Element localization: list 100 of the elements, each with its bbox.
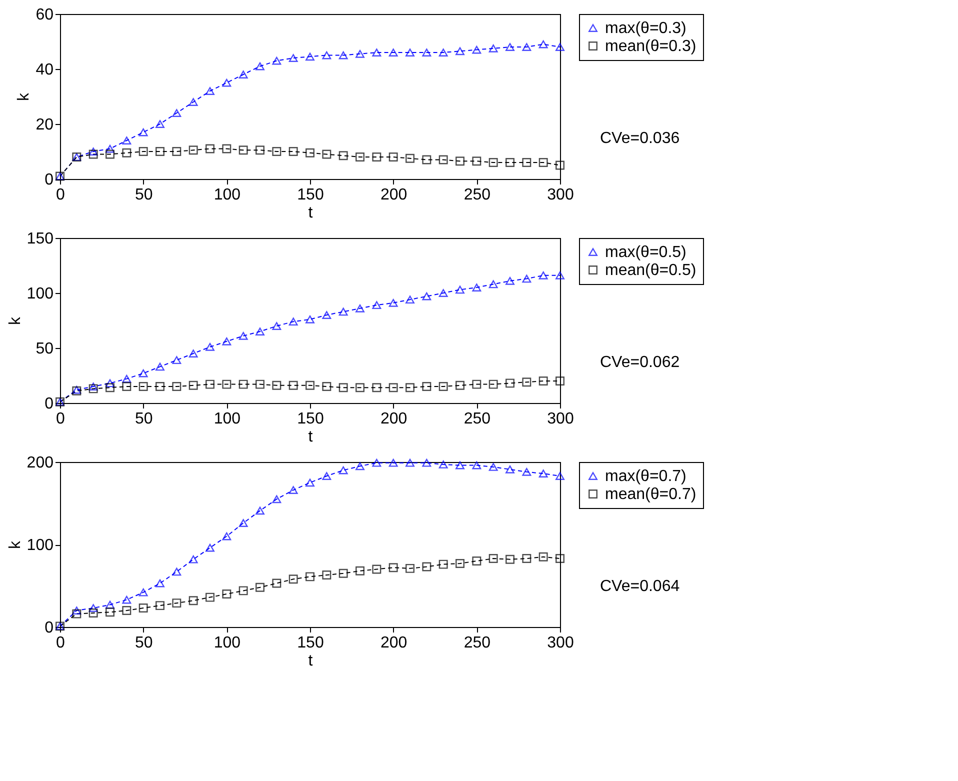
point [472, 461, 482, 470]
point [322, 570, 332, 580]
point [206, 592, 214, 602]
point [522, 554, 532, 563]
point [256, 506, 264, 515]
point [372, 301, 382, 310]
point [238, 332, 248, 340]
point [472, 380, 482, 389]
point [356, 462, 364, 470]
point [406, 564, 414, 573]
point [372, 48, 382, 56]
point [206, 144, 214, 154]
point [438, 48, 448, 56]
x-tick-label: 50 [134, 410, 153, 428]
point [256, 582, 264, 592]
point [222, 590, 232, 598]
point [222, 337, 232, 346]
point [306, 478, 314, 487]
text: CVe=0.062 [600, 354, 680, 371]
point [256, 380, 264, 389]
point [438, 460, 448, 468]
y-tick-label: 100 [26, 286, 54, 302]
point [272, 380, 282, 390]
point [88, 148, 98, 156]
point [456, 47, 464, 56]
point [206, 380, 214, 389]
x-tick-label: 300 [547, 410, 574, 428]
point [306, 380, 314, 390]
point [256, 146, 264, 155]
x-tick-label: 50 [134, 186, 153, 204]
x-tick-label: 200 [380, 410, 408, 428]
point [288, 486, 298, 494]
point [356, 152, 364, 162]
point [406, 48, 414, 56]
point [122, 382, 132, 391]
point [506, 158, 514, 167]
x-tick-label: 250 [464, 410, 491, 428]
point [472, 556, 482, 566]
point [488, 554, 498, 563]
point [556, 554, 564, 563]
x-axis-title: t [308, 652, 314, 670]
point [106, 608, 114, 617]
point [256, 62, 264, 70]
x-tick-label: 0 [56, 634, 66, 652]
point [388, 48, 398, 56]
x-axis-title: t [308, 428, 314, 446]
point [272, 495, 282, 504]
point [538, 158, 548, 167]
point [338, 383, 348, 392]
x-axis-title: t [308, 204, 314, 222]
point [472, 46, 482, 54]
point [422, 155, 432, 164]
point [172, 382, 182, 391]
point [88, 604, 98, 612]
point [356, 383, 364, 392]
point [138, 147, 148, 156]
point [272, 56, 282, 65]
point [188, 555, 198, 564]
x-tick-label: 0 [56, 186, 66, 204]
point [238, 519, 248, 528]
y-axis-title: k [6, 316, 24, 325]
point [72, 609, 82, 618]
point [406, 296, 414, 304]
point [506, 276, 514, 285]
point [506, 554, 514, 564]
point [338, 151, 348, 160]
point [88, 382, 98, 390]
point [156, 382, 164, 391]
point [222, 78, 232, 87]
point [88, 384, 98, 394]
point [138, 588, 148, 596]
y-tick-label: 150 [26, 230, 54, 248]
y-tick-label: 50 [36, 340, 54, 358]
point [206, 544, 214, 552]
point [556, 160, 564, 170]
point [488, 280, 498, 288]
point [322, 51, 332, 60]
point [156, 120, 164, 128]
x-tick-label: 150 [297, 410, 324, 428]
x-tick-label: 100 [214, 634, 241, 652]
point [272, 578, 282, 588]
y-tick-label: 100 [26, 537, 54, 554]
point [506, 43, 514, 51]
point [372, 383, 382, 392]
x-tick-label: 0 [56, 410, 66, 428]
point [422, 458, 432, 467]
point [372, 564, 382, 574]
point [222, 380, 232, 389]
point [488, 462, 498, 471]
point [122, 148, 132, 158]
point [222, 532, 232, 540]
x-tick-label: 150 [297, 634, 324, 652]
text: CVe=0.036 [600, 130, 680, 147]
x-tick-label: 300 [547, 186, 574, 204]
point [372, 458, 382, 467]
point [256, 328, 264, 336]
point [438, 560, 448, 569]
point [156, 362, 164, 371]
point [406, 458, 414, 467]
point [88, 150, 98, 159]
